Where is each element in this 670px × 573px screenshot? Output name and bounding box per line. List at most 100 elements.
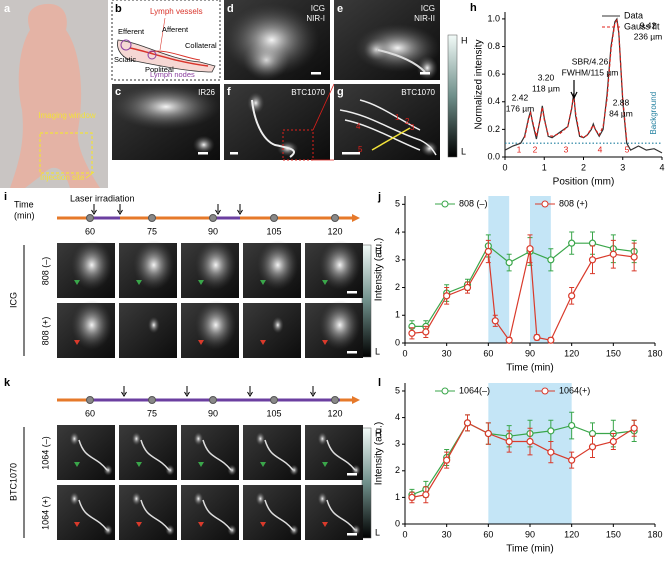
shaded-region bbox=[530, 196, 551, 343]
glow bbox=[133, 240, 175, 290]
legend-label: 808 (–) bbox=[459, 198, 488, 208]
label: 808 (–) bbox=[40, 257, 50, 286]
glow bbox=[255, 492, 266, 506]
imaging-window bbox=[39, 132, 93, 174]
marker bbox=[463, 283, 472, 292]
marker bbox=[568, 292, 576, 300]
arrowhead bbox=[198, 340, 204, 345]
y-tick-label: 5 bbox=[395, 385, 400, 395]
scale-bar bbox=[230, 152, 238, 155]
annotation: 3.20 bbox=[538, 72, 555, 82]
time-point bbox=[148, 214, 156, 222]
legend-label: 1064(+) bbox=[559, 385, 590, 395]
vessel-signal bbox=[202, 499, 232, 531]
label: BTC1070 bbox=[401, 88, 435, 97]
glow bbox=[317, 492, 328, 506]
glow bbox=[224, 4, 320, 76]
colorbar bbox=[361, 427, 372, 539]
glow bbox=[71, 240, 113, 290]
glow bbox=[165, 524, 175, 536]
glow bbox=[227, 464, 237, 476]
marker bbox=[547, 448, 555, 456]
x-tick-label: 3 bbox=[620, 162, 625, 172]
annotation: 236 µm bbox=[634, 31, 663, 41]
label: NIR-II bbox=[414, 14, 435, 23]
y-tick-label: 1 bbox=[395, 492, 400, 502]
time-point bbox=[148, 396, 156, 404]
arrowhead bbox=[74, 340, 80, 345]
arrowhead bbox=[260, 522, 266, 527]
scale-bar bbox=[198, 152, 208, 155]
marker bbox=[491, 317, 499, 325]
vessel-signal bbox=[377, 49, 426, 73]
glow bbox=[148, 316, 160, 334]
panel-letter: k bbox=[4, 377, 11, 389]
marker bbox=[408, 329, 416, 337]
arrowhead bbox=[322, 340, 328, 345]
marker bbox=[588, 429, 597, 438]
vessel-signal bbox=[326, 499, 356, 531]
glow bbox=[257, 240, 299, 290]
marker bbox=[422, 328, 430, 336]
marker bbox=[568, 239, 576, 247]
colorbar bbox=[447, 34, 458, 158]
marker bbox=[609, 250, 617, 258]
marker bbox=[568, 421, 576, 430]
x-tick-label: 120 bbox=[564, 348, 579, 358]
glow bbox=[69, 432, 80, 446]
time-point bbox=[209, 214, 217, 222]
laser-arrow bbox=[310, 386, 316, 397]
time-label: 60 bbox=[85, 408, 95, 418]
time-label: 120 bbox=[327, 226, 342, 236]
scale-bar bbox=[420, 72, 430, 75]
label: NIR-I bbox=[306, 14, 325, 23]
marker bbox=[630, 253, 638, 261]
label: 1064 (+) bbox=[40, 496, 50, 530]
label: Popliteal bbox=[145, 65, 174, 74]
label: (min) bbox=[14, 210, 35, 220]
x-tick-label: 90 bbox=[525, 529, 535, 539]
scale-bar bbox=[311, 72, 321, 75]
glow bbox=[319, 240, 361, 290]
y-tick-label: 2 bbox=[395, 282, 400, 292]
y-tick-label: 3 bbox=[395, 439, 400, 449]
x-tick-label: 0 bbox=[502, 162, 507, 172]
glow bbox=[131, 492, 142, 506]
panel-letter: j bbox=[377, 191, 381, 203]
label: Lymph nodes bbox=[150, 70, 195, 79]
marker bbox=[484, 429, 492, 438]
glow bbox=[193, 135, 215, 154]
label: H bbox=[375, 428, 382, 438]
label: Background bbox=[649, 92, 658, 135]
label: L bbox=[375, 527, 380, 537]
node bbox=[120, 39, 132, 51]
glow bbox=[351, 524, 361, 536]
marker bbox=[630, 424, 638, 432]
arrowhead bbox=[74, 280, 80, 285]
x-tick-label: 150 bbox=[606, 529, 621, 539]
marker bbox=[408, 493, 416, 501]
label: L bbox=[461, 146, 466, 156]
laser-arrow bbox=[215, 204, 221, 215]
x-tick-label: 4 bbox=[659, 162, 664, 172]
image bbox=[224, 84, 330, 160]
label: Efferent bbox=[118, 27, 145, 36]
arrowhead bbox=[136, 462, 142, 467]
glow bbox=[165, 464, 175, 476]
marker bbox=[484, 247, 492, 256]
time-label: 75 bbox=[147, 408, 157, 418]
arrowhead bbox=[198, 462, 204, 467]
glow bbox=[131, 432, 142, 446]
glow bbox=[351, 464, 361, 476]
peak-label: 3 bbox=[564, 144, 569, 154]
laser-arrow bbox=[117, 204, 123, 215]
scale-bar bbox=[347, 291, 357, 294]
label: BTC1070 bbox=[291, 88, 325, 97]
peak-label: 5 bbox=[625, 144, 630, 154]
time-point bbox=[270, 396, 278, 404]
vessel-signal bbox=[140, 499, 170, 531]
y-tick-label: 0.2 bbox=[487, 124, 500, 134]
x-tick-label: 180 bbox=[647, 348, 662, 358]
marker bbox=[547, 336, 555, 344]
